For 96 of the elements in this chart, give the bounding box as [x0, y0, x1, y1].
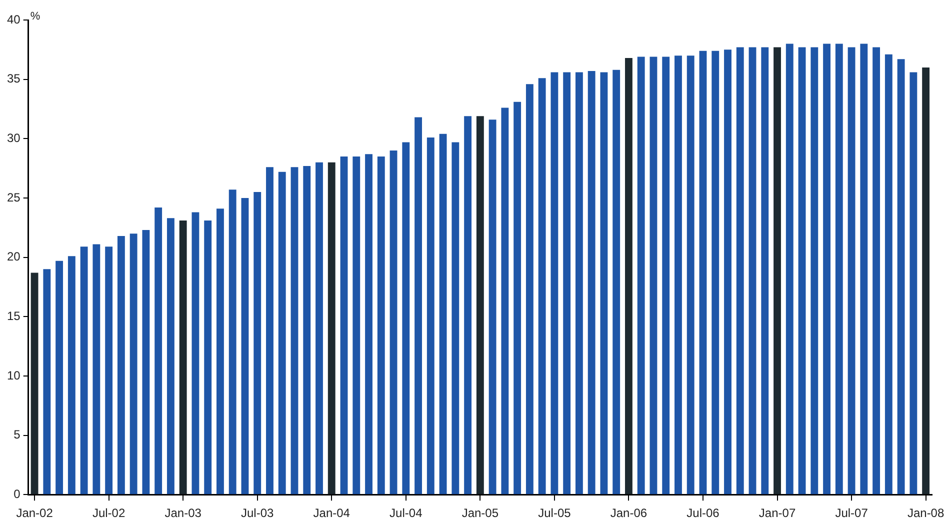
bar	[550, 72, 558, 494]
bar	[228, 190, 236, 494]
x-tick-label: Jan-02	[16, 506, 54, 520]
y-tick-label: 5	[14, 428, 21, 442]
bar	[501, 108, 509, 494]
bar	[650, 56, 658, 494]
x-tick-label: Jul-02	[92, 506, 126, 520]
bar	[897, 59, 905, 494]
x-tick-label: Jul-03	[241, 506, 274, 520]
bar	[748, 47, 756, 494]
bar	[68, 256, 76, 494]
bar	[625, 58, 632, 494]
bar	[774, 47, 781, 494]
bar	[575, 72, 583, 494]
bar	[910, 72, 918, 494]
bar	[80, 246, 88, 494]
x-tick-label: Jan-07	[758, 506, 796, 520]
bar	[117, 236, 125, 494]
bar	[563, 72, 571, 494]
bar	[612, 70, 620, 494]
bar	[340, 156, 348, 494]
bar	[452, 142, 460, 494]
bar	[712, 50, 720, 494]
bar	[860, 44, 868, 494]
bar	[588, 71, 596, 494]
bar	[402, 142, 410, 494]
bar	[204, 220, 212, 494]
bar	[266, 167, 274, 494]
bar	[884, 54, 892, 494]
y-tick-label: 25	[6, 190, 21, 204]
bar	[464, 116, 472, 494]
bar	[476, 116, 484, 494]
bar	[823, 44, 830, 494]
bar	[786, 44, 794, 494]
y-tick-label: 40	[6, 12, 21, 26]
bar	[365, 154, 372, 494]
bar	[179, 220, 187, 494]
bar	[637, 56, 645, 494]
bar	[142, 230, 150, 494]
bar	[316, 162, 323, 494]
bar	[674, 56, 682, 494]
bar	[154, 207, 162, 494]
bar	[166, 218, 174, 494]
bar	[352, 156, 360, 494]
bar	[488, 120, 496, 494]
bar	[241, 198, 249, 494]
bar	[290, 167, 298, 494]
bar	[426, 137, 434, 494]
bar	[848, 47, 856, 494]
bar	[377, 156, 385, 494]
bar	[254, 192, 262, 494]
bar	[216, 208, 224, 494]
bar	[736, 47, 744, 494]
bar	[810, 47, 818, 494]
y-tick-label: 15	[6, 308, 21, 323]
bar	[105, 246, 113, 494]
x-tick-label: Jul-07	[835, 506, 868, 520]
bar	[526, 84, 534, 494]
bar	[43, 269, 51, 494]
bar	[328, 162, 336, 494]
bar	[92, 244, 100, 494]
bar	[724, 50, 732, 494]
x-tick-label: Jan-06	[610, 506, 648, 520]
bar	[130, 234, 138, 494]
y-axis-title: %	[30, 10, 40, 23]
bar	[439, 134, 447, 494]
y-tick-label: 35	[6, 72, 21, 86]
x-tick-label: Jul-04	[390, 506, 423, 520]
bar	[56, 260, 64, 494]
x-tick-label: Jul-05	[538, 506, 572, 520]
bar	[798, 47, 806, 494]
bar	[835, 44, 843, 494]
bar	[30, 272, 38, 494]
y-tick-label: 30	[6, 130, 21, 145]
y-tick-label: 0	[14, 486, 21, 501]
bar	[390, 150, 398, 494]
bar	[514, 102, 522, 494]
bar	[662, 56, 670, 494]
x-tick-label: Jan-08	[907, 506, 944, 520]
x-tick-label: Jan-05	[462, 506, 499, 520]
bar	[278, 172, 286, 494]
x-tick-label: Jan-04	[313, 506, 350, 520]
x-tick-label: Jul-06	[686, 506, 720, 520]
bar	[192, 212, 200, 494]
bar	[303, 166, 311, 494]
bar	[922, 67, 930, 494]
bar	[761, 47, 769, 494]
x-tick-label: Jan-03	[164, 506, 202, 520]
bar	[699, 50, 707, 494]
bar	[600, 72, 608, 494]
bar	[538, 78, 546, 494]
bar	[414, 117, 422, 494]
bar	[872, 47, 880, 494]
bar	[686, 56, 694, 494]
y-tick-label: 20	[6, 250, 21, 264]
y-tick-label: 10	[6, 368, 21, 382]
